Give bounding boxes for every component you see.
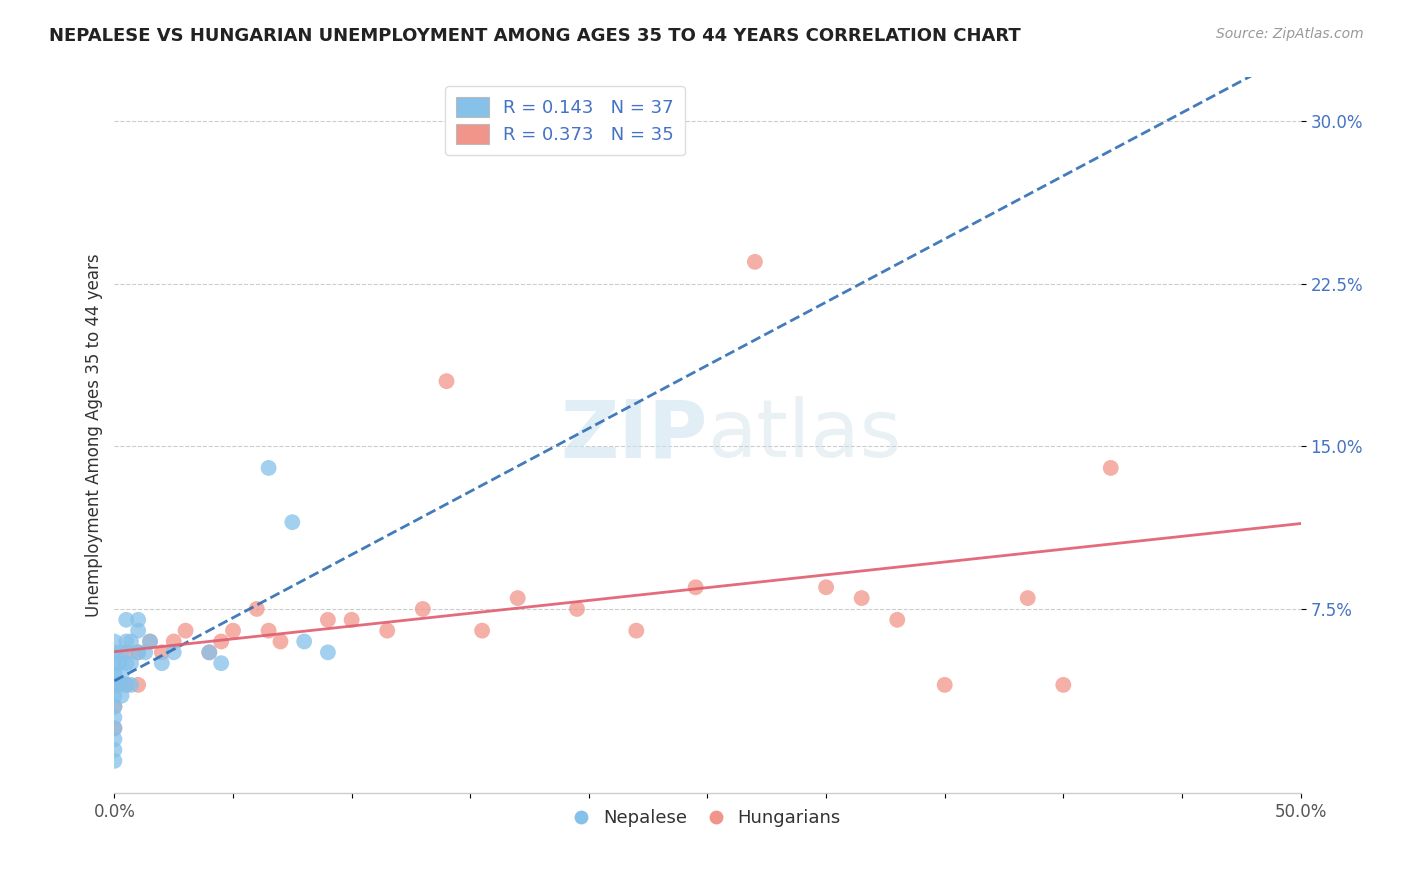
Text: ZIP: ZIP xyxy=(560,396,707,475)
Point xyxy=(685,580,707,594)
Point xyxy=(222,624,245,638)
Point xyxy=(198,645,221,659)
Point xyxy=(103,732,125,747)
Point xyxy=(209,634,232,648)
Point xyxy=(815,580,838,594)
Point xyxy=(103,743,125,757)
Point xyxy=(103,656,125,670)
Point xyxy=(120,656,142,670)
Point xyxy=(292,634,315,648)
Text: atlas: atlas xyxy=(707,396,901,475)
Point xyxy=(626,624,648,638)
Point xyxy=(115,656,138,670)
Point xyxy=(127,613,149,627)
Point xyxy=(103,710,125,724)
Point xyxy=(209,656,232,670)
Point xyxy=(269,634,291,648)
Point xyxy=(281,515,304,529)
Point xyxy=(127,645,149,659)
Point xyxy=(103,678,125,692)
Point xyxy=(174,624,197,638)
Point xyxy=(103,754,125,768)
Point xyxy=(103,667,125,681)
Point xyxy=(103,678,125,692)
Point xyxy=(108,656,131,670)
Legend: Nepalese, Hungarians: Nepalese, Hungarians xyxy=(567,802,848,834)
Point xyxy=(110,689,132,703)
Point xyxy=(120,634,142,648)
Point xyxy=(565,602,588,616)
Point xyxy=(412,602,434,616)
Point xyxy=(246,602,269,616)
Point xyxy=(115,678,138,692)
Point xyxy=(108,678,131,692)
Text: Source: ZipAtlas.com: Source: ZipAtlas.com xyxy=(1216,27,1364,41)
Point xyxy=(1099,461,1122,475)
Point xyxy=(127,645,149,659)
Point xyxy=(150,656,173,670)
Point xyxy=(163,634,186,648)
Point xyxy=(198,645,221,659)
Point xyxy=(316,613,339,627)
Point xyxy=(110,645,132,659)
Point xyxy=(886,613,908,627)
Point xyxy=(115,634,138,648)
Point xyxy=(375,624,398,638)
Point xyxy=(436,374,458,388)
Point xyxy=(139,634,162,648)
Point xyxy=(115,645,138,659)
Point xyxy=(103,634,125,648)
Point xyxy=(139,634,162,648)
Point xyxy=(506,591,529,606)
Y-axis label: Unemployment Among Ages 35 to 44 years: Unemployment Among Ages 35 to 44 years xyxy=(86,253,103,617)
Point xyxy=(934,678,956,692)
Point xyxy=(127,678,149,692)
Point xyxy=(127,624,149,638)
Point xyxy=(257,461,280,475)
Point xyxy=(744,255,766,269)
Point xyxy=(257,624,280,638)
Point xyxy=(163,645,186,659)
Point xyxy=(134,645,156,659)
Point xyxy=(103,721,125,735)
Point xyxy=(110,667,132,681)
Point xyxy=(1017,591,1039,606)
Point xyxy=(851,591,873,606)
Point xyxy=(316,645,339,659)
Point xyxy=(150,645,173,659)
Point xyxy=(103,699,125,714)
Point xyxy=(340,613,363,627)
Point xyxy=(103,721,125,735)
Point xyxy=(103,645,125,659)
Point xyxy=(1052,678,1074,692)
Point xyxy=(471,624,494,638)
Point xyxy=(103,699,125,714)
Point xyxy=(103,689,125,703)
Point xyxy=(115,678,138,692)
Point xyxy=(115,613,138,627)
Text: NEPALESE VS HUNGARIAN UNEMPLOYMENT AMONG AGES 35 TO 44 YEARS CORRELATION CHART: NEPALESE VS HUNGARIAN UNEMPLOYMENT AMONG… xyxy=(49,27,1021,45)
Point xyxy=(120,678,142,692)
